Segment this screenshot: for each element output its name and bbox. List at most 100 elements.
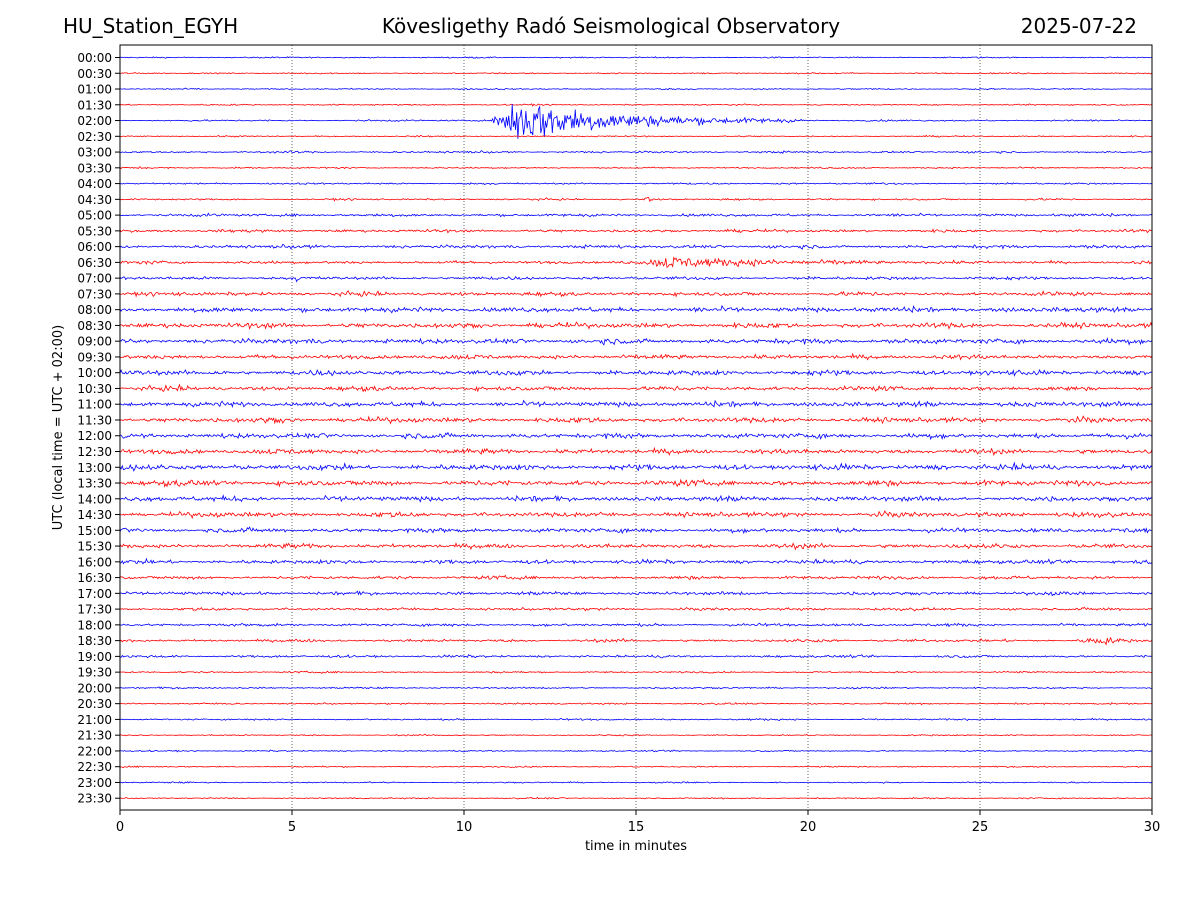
trace-1830 bbox=[119, 636, 1153, 646]
trace-0600 bbox=[119, 243, 1153, 250]
x-axis-label: time in minutes bbox=[585, 839, 687, 854]
trace-1430 bbox=[119, 510, 1153, 520]
trace-1800 bbox=[119, 622, 1153, 628]
chart-date: 2025-07-22 bbox=[1020, 14, 1137, 38]
y-tick-label: 02:00 bbox=[77, 114, 112, 128]
trace-1500 bbox=[119, 526, 1153, 535]
y-tick-label: 16:00 bbox=[77, 555, 112, 569]
y-tick-label: 01:30 bbox=[77, 98, 112, 112]
y-tick-label: 20:00 bbox=[77, 681, 112, 695]
x-axis-ticks: 0 5 10 15 20 25 30 bbox=[116, 810, 1160, 835]
y-tick-label: 05:00 bbox=[77, 209, 112, 223]
trace-1200 bbox=[119, 431, 1153, 441]
y-tick-label: 07:00 bbox=[77, 272, 112, 286]
trace-0800 bbox=[119, 304, 1153, 314]
trace-2330 bbox=[119, 796, 1153, 800]
trace-0900 bbox=[119, 337, 1153, 346]
trace-0430 bbox=[119, 196, 1153, 203]
y-tick-label: 14:30 bbox=[77, 508, 112, 522]
trace-0530 bbox=[119, 228, 1153, 234]
y-tick-label: 14:00 bbox=[77, 492, 112, 506]
trace-0400 bbox=[120, 182, 1153, 186]
y-tick-label: 00:30 bbox=[77, 67, 112, 81]
y-tick-label: 04:00 bbox=[77, 177, 112, 191]
y-tick-label: 08:30 bbox=[77, 319, 112, 333]
trace-1130 bbox=[119, 415, 1153, 425]
y-tick-label: 00:00 bbox=[77, 51, 112, 65]
y-tick-label: 04:30 bbox=[77, 193, 112, 207]
y-tick-label: 11:00 bbox=[77, 398, 112, 412]
y-tick-label: 23:00 bbox=[77, 776, 112, 790]
x-tick-label: 5 bbox=[288, 820, 296, 835]
x-tick-label: 20 bbox=[800, 820, 817, 835]
trace-1300 bbox=[119, 461, 1153, 472]
x-tick-label: 30 bbox=[1144, 820, 1161, 835]
y-tick-label: 22:30 bbox=[77, 760, 112, 774]
trace-2300 bbox=[119, 781, 1153, 784]
y-tick-label: 10:00 bbox=[77, 366, 112, 380]
y-tick-label: 21:00 bbox=[77, 713, 112, 727]
trace-0700 bbox=[119, 275, 1153, 283]
trace-0630 bbox=[119, 256, 1153, 269]
trace-1900 bbox=[119, 653, 1153, 659]
y-tick-label: 06:00 bbox=[77, 240, 112, 254]
trace-0300 bbox=[119, 150, 1153, 154]
trace-2000 bbox=[119, 686, 1153, 690]
trace-0130 bbox=[119, 103, 1153, 107]
y-tick-label: 20:30 bbox=[77, 697, 112, 711]
trace-1700 bbox=[119, 590, 1153, 597]
trace-1630 bbox=[119, 574, 1153, 581]
trace-0930 bbox=[119, 352, 1153, 361]
trace-1730 bbox=[119, 606, 1153, 612]
station-name: HU_Station_EGYH bbox=[63, 14, 239, 38]
y-axis-label: UTC (local time = UTC + 02:00) bbox=[51, 325, 66, 530]
y-tick-label: 15:00 bbox=[77, 524, 112, 538]
trace-0030 bbox=[119, 71, 1153, 75]
y-tick-label: 03:30 bbox=[77, 161, 112, 175]
seismic-traces bbox=[119, 56, 1153, 800]
trace-0230 bbox=[119, 134, 1153, 138]
y-tick-label: 18:00 bbox=[77, 618, 112, 632]
y-tick-label: 12:00 bbox=[77, 429, 112, 443]
trace-1930 bbox=[119, 670, 1153, 674]
y-tick-label: 06:30 bbox=[77, 256, 112, 270]
y-tick-label: 19:30 bbox=[77, 666, 112, 680]
trace-1600 bbox=[119, 557, 1153, 565]
grid-lines bbox=[291, 45, 981, 810]
y-tick-label: 09:00 bbox=[77, 335, 112, 349]
trace-1530 bbox=[119, 542, 1153, 551]
trace-1330 bbox=[119, 478, 1153, 488]
trace-1030 bbox=[119, 383, 1153, 393]
chart-title: Kövesligethy Radó Seismological Observat… bbox=[381, 14, 841, 38]
trace-0830 bbox=[119, 321, 1153, 330]
y-tick-label: 05:30 bbox=[77, 224, 112, 238]
y-tick-label: 03:00 bbox=[77, 146, 112, 160]
y-tick-label: 13:00 bbox=[77, 461, 112, 475]
trace-2030 bbox=[119, 702, 1153, 706]
y-tick-label: 11:30 bbox=[77, 413, 112, 427]
y-tick-label: 17:30 bbox=[77, 603, 112, 617]
y-tick-label: 10:30 bbox=[77, 382, 112, 396]
y-tick-label: 16:30 bbox=[77, 571, 112, 585]
trace-0000 bbox=[119, 56, 1153, 59]
trace-1230 bbox=[119, 446, 1153, 457]
trace-0500 bbox=[119, 212, 1153, 218]
y-tick-label: 09:30 bbox=[77, 350, 112, 364]
y-tick-label: 22:00 bbox=[77, 744, 112, 758]
y-tick-label: 12:30 bbox=[77, 445, 112, 459]
trace-1000 bbox=[119, 368, 1153, 377]
trace-0730 bbox=[119, 289, 1153, 298]
y-tick-label: 15:30 bbox=[77, 540, 112, 554]
y-tick-label: 01:00 bbox=[77, 83, 112, 97]
y-tick-label: 19:00 bbox=[77, 650, 112, 664]
y-tick-label: 13:30 bbox=[77, 477, 112, 491]
y-tick-label: 08:00 bbox=[77, 303, 112, 317]
trace-2130 bbox=[119, 733, 1153, 737]
trace-1100 bbox=[119, 399, 1153, 408]
trace-2230 bbox=[119, 765, 1153, 769]
y-tick-label: 21:30 bbox=[77, 729, 112, 743]
y-tick-label: 02:30 bbox=[77, 130, 112, 144]
trace-1400 bbox=[119, 494, 1153, 503]
y-tick-label: 07:30 bbox=[77, 287, 112, 301]
